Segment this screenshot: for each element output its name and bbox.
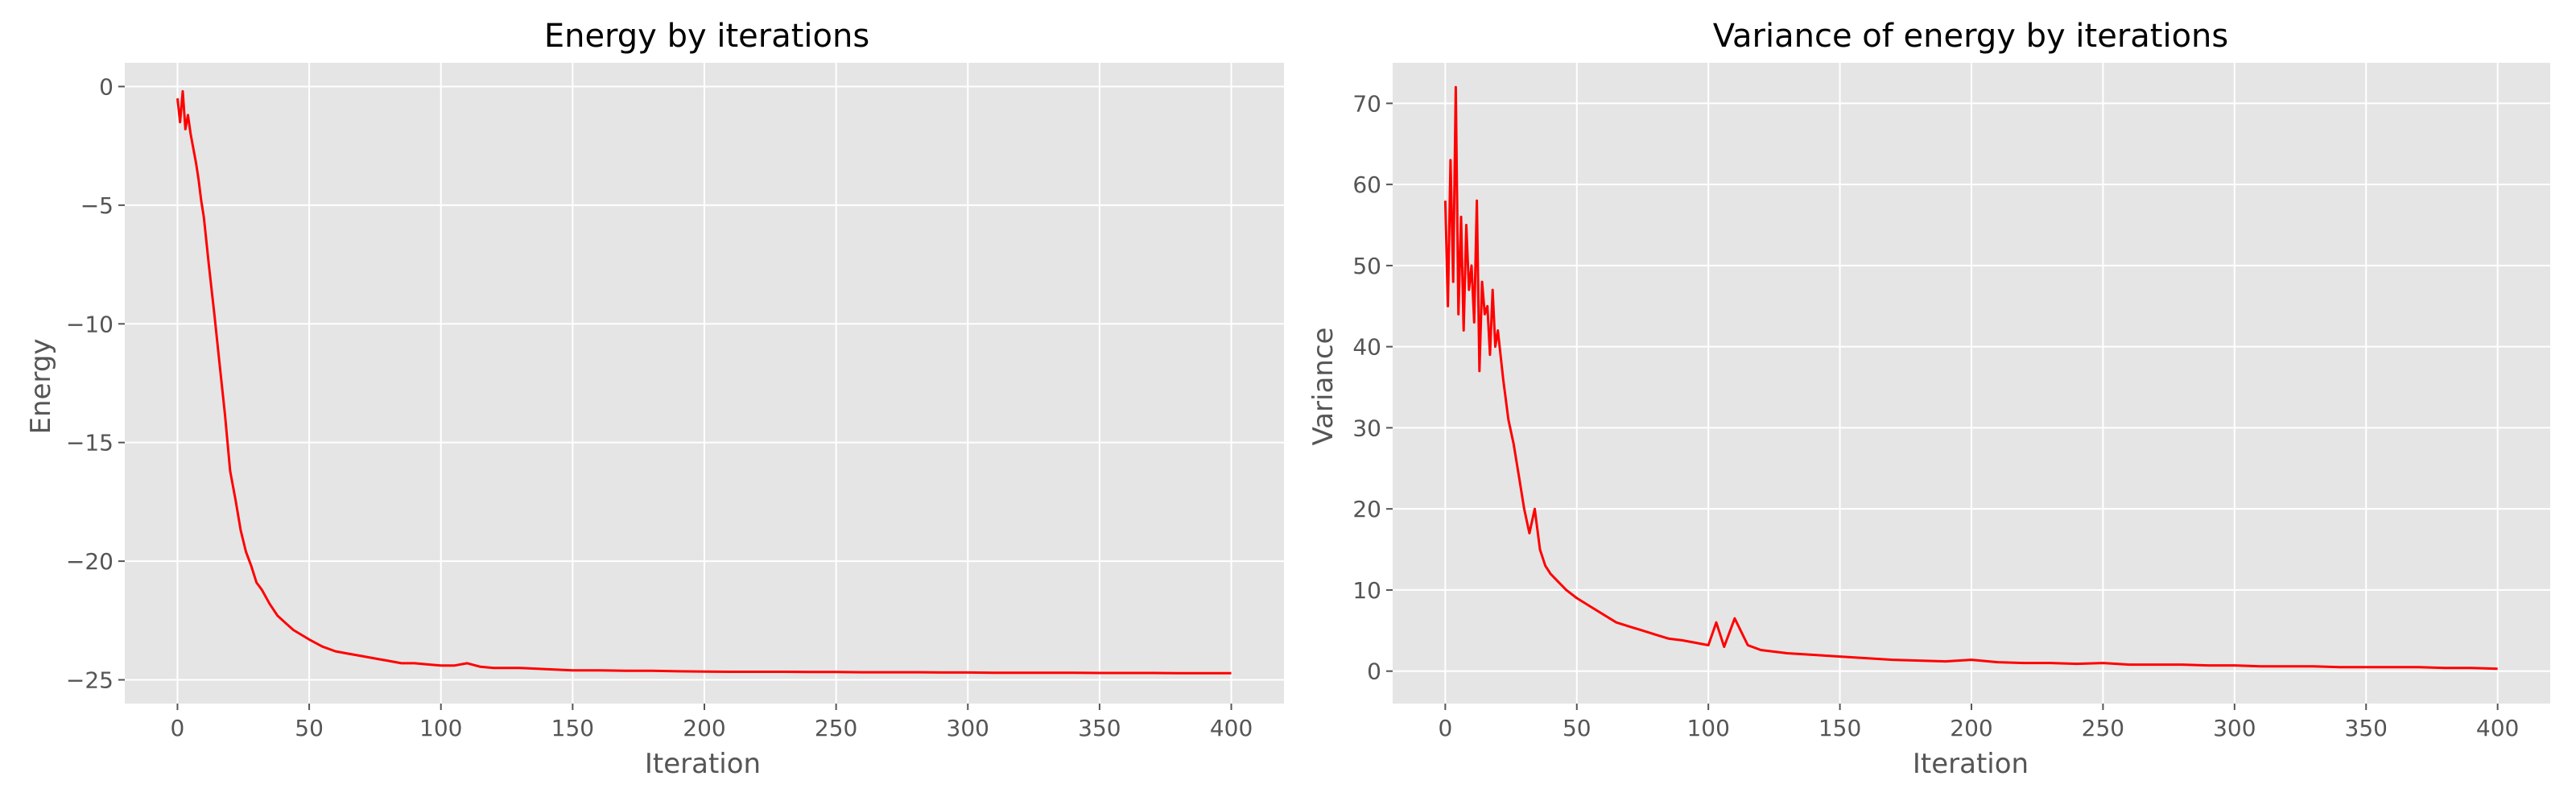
- y-tick-label: 0: [1367, 658, 1381, 685]
- y-tick-label: 30: [1352, 415, 1381, 441]
- y-tick-label: 60: [1352, 171, 1381, 198]
- x-tick-label: 300: [947, 715, 989, 741]
- y-tick-label: 50: [1352, 253, 1381, 279]
- y-tick-label: 10: [1352, 577, 1381, 604]
- y-tick-label: −20: [66, 548, 114, 575]
- x-tick-label: 400: [1210, 715, 1253, 741]
- y-axis-label: Energy: [25, 338, 57, 434]
- y-tick-label: −5: [80, 192, 114, 219]
- x-tick-label: 350: [2345, 715, 2388, 741]
- x-tick-label: 350: [1078, 715, 1121, 741]
- chart-title: Variance of energy by iterations: [1713, 18, 2228, 55]
- x-tick-label: 0: [1438, 715, 1452, 741]
- x-tick-label: 0: [171, 715, 185, 741]
- energy-chart: Energy by iterations Iteration Energy 0 5…: [25, 18, 1284, 780]
- y-tick-label: 40: [1352, 334, 1381, 361]
- series-line: [1443, 85, 2498, 671]
- y-tick-label: −10: [66, 311, 114, 337]
- chart-title: Energy by iterations: [544, 18, 869, 55]
- x-tick-label: 50: [1563, 715, 1591, 741]
- x-axis-label: Iteration: [645, 748, 761, 780]
- series-line: [176, 89, 1232, 675]
- y-axis-label: Variance: [1307, 328, 1340, 446]
- x-tick-label: 150: [1818, 715, 1861, 741]
- y-tick-label: −15: [66, 430, 114, 456]
- plot-area: [1393, 63, 2550, 704]
- x-tick-label: 250: [2082, 715, 2124, 741]
- x-tick-label: 250: [815, 715, 857, 741]
- x-axis-label: Iteration: [1913, 748, 2029, 780]
- y-tick-label: 70: [1352, 90, 1381, 117]
- y-tick-label: 0: [99, 73, 114, 100]
- x-tick-label: 100: [1686, 715, 1729, 741]
- x-tick-label: 150: [551, 715, 594, 741]
- x-tick-label: 50: [295, 715, 324, 741]
- x-tick-label: 100: [419, 715, 462, 741]
- y-tick-label: −25: [66, 667, 114, 694]
- x-tick-label: 200: [683, 715, 725, 741]
- x-tick-label: 400: [2476, 715, 2519, 741]
- x-tick-label: 300: [2213, 715, 2256, 741]
- x-tick-label: 200: [1950, 715, 1992, 741]
- variance-chart: Variance of energy by iterations Iterati…: [1307, 18, 2550, 780]
- y-tick-label: 20: [1352, 496, 1381, 522]
- plot-area: [125, 63, 1284, 704]
